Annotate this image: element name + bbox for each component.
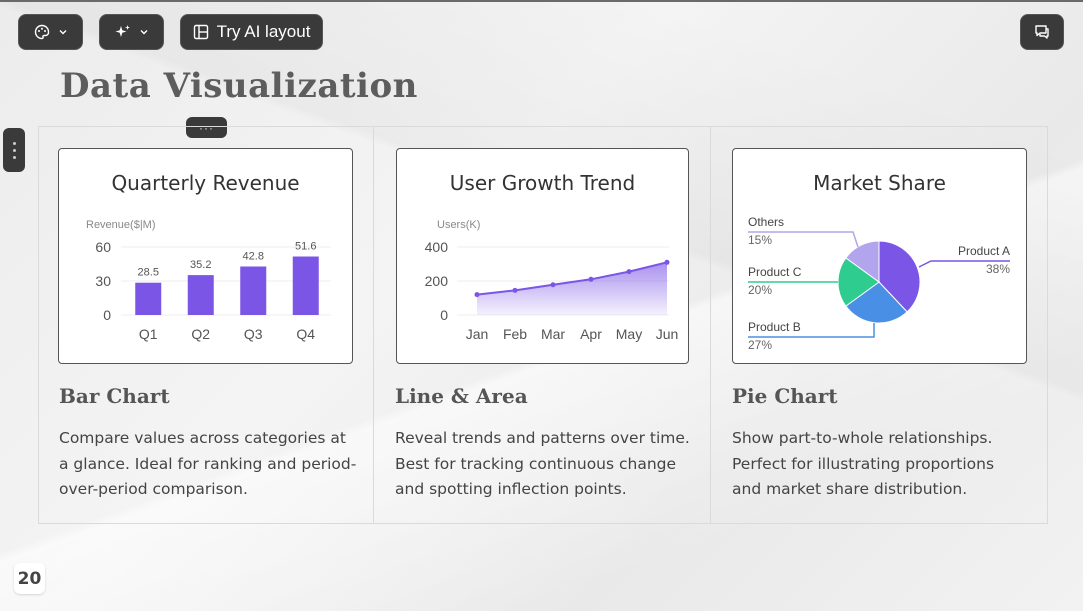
x-tick-label: Apr xyxy=(580,326,602,342)
page-number: 20 xyxy=(14,563,45,594)
chevron-down-icon xyxy=(140,30,147,35)
bar xyxy=(292,256,319,315)
x-tick-label: Q4 xyxy=(296,326,315,342)
column-divider xyxy=(710,126,711,524)
line-area-chart-card[interactable]: User Growth Trend Users(K) 0 200 400 Jan Feb M… xyxy=(396,148,689,364)
series-line xyxy=(476,261,668,296)
y-tick-label: 0 xyxy=(440,307,448,323)
x-tick-label: Feb xyxy=(503,326,527,342)
slice-percent: 15% xyxy=(748,233,772,247)
x-tick-label: May xyxy=(616,326,642,342)
data-point xyxy=(550,282,556,288)
y-tick-label: 60 xyxy=(95,239,111,255)
pie-slice xyxy=(845,240,880,283)
pie-slice xyxy=(845,281,908,324)
y-axis-label: Users(K) xyxy=(437,219,480,231)
chevron-down-icon xyxy=(59,30,66,35)
y-tick-label: 0 xyxy=(103,307,111,323)
comment-icon xyxy=(1035,25,1049,39)
x-tick-label: Mar xyxy=(541,326,565,342)
area-fill xyxy=(477,262,667,315)
column-description[interactable]: Compare values across categories at a gl… xyxy=(59,429,357,498)
slice-percent: 38% xyxy=(986,262,1010,276)
magic-ai-button[interactable] xyxy=(99,14,164,50)
x-tick-label: Q1 xyxy=(139,326,158,342)
data-label: 51.6 xyxy=(295,241,316,253)
bar xyxy=(240,266,267,315)
y-axis-label: Revenue($|M) xyxy=(86,219,156,231)
bar-chart-card[interactable]: Quarterly Revenue Revenue($|M) 0 30 60 28.5 Q… xyxy=(58,148,353,364)
bar-chart: Revenue($|M) 0 30 60 28.5 Q1 35.2 Q2 42.8 Q3 51.6 Q… xyxy=(86,219,331,342)
pie-slice xyxy=(878,240,921,313)
y-tick-label: 30 xyxy=(95,273,111,289)
palette-icon xyxy=(34,24,49,40)
top-edge xyxy=(0,0,1083,2)
slice-percent: 20% xyxy=(748,283,772,297)
theme-palette-button[interactable] xyxy=(18,14,83,50)
data-label: 28.5 xyxy=(138,267,159,279)
data-point xyxy=(664,259,670,265)
column-description[interactable]: Reveal trends and patterns over time. Be… xyxy=(395,429,690,498)
x-tick-label: Jan xyxy=(466,326,489,342)
x-tick-label: Jun xyxy=(656,326,679,342)
data-point xyxy=(626,269,632,275)
card-title: Market Share xyxy=(813,171,946,195)
area-chart: Users(K) 0 200 400 Jan Feb Mar Apr May Jun xyxy=(425,219,679,342)
x-tick-label: Q3 xyxy=(244,326,263,342)
pie-chart-card[interactable]: Market Share Product A 38% Product B 27% Pro… xyxy=(732,148,1027,364)
columns-grid xyxy=(38,126,1048,524)
bar xyxy=(135,282,162,315)
column-description[interactable]: Show part-to-whole relationships. Perfec… xyxy=(732,429,995,498)
bar xyxy=(187,275,214,315)
slide-title[interactable]: Data Visualization xyxy=(60,66,418,106)
slice-label: Product C xyxy=(748,265,802,279)
leader-line xyxy=(748,323,875,338)
data-label: 42.8 xyxy=(243,250,264,262)
sparkle-icon xyxy=(115,25,130,37)
pie-chart: Product A 38% Product B 27% Product C 20% Othe… xyxy=(748,215,1010,352)
block-drag-handle[interactable]: ··· xyxy=(186,117,227,138)
slice-percent: 27% xyxy=(748,338,772,352)
y-tick-label: 400 xyxy=(425,239,449,255)
layout-icon xyxy=(193,24,208,40)
slice-label: Product B xyxy=(748,320,801,334)
x-tick-label: Q2 xyxy=(191,326,210,342)
card-title: Quarterly Revenue xyxy=(111,171,300,195)
leader-line xyxy=(748,231,859,248)
data-point xyxy=(588,276,594,282)
try-ai-layout-label: Try AI layout xyxy=(216,22,311,41)
column-heading[interactable]: Pie Chart xyxy=(732,384,838,408)
comments-button[interactable] xyxy=(1020,14,1064,50)
slice-label: Product A xyxy=(958,244,1010,258)
column-heading[interactable]: Line & Area xyxy=(395,384,528,408)
card-title: User Growth Trend xyxy=(449,171,636,195)
column-divider xyxy=(373,126,374,524)
data-label: 35.2 xyxy=(190,259,211,271)
y-tick-label: 200 xyxy=(425,273,449,289)
leader-line xyxy=(918,260,1010,268)
column-heading[interactable]: Bar Chart xyxy=(59,384,170,408)
data-point xyxy=(474,292,480,298)
data-point xyxy=(512,287,518,293)
slice-label: Others xyxy=(748,215,784,229)
side-drag-handle[interactable] xyxy=(3,128,25,172)
try-ai-layout-button[interactable]: Try AI layout xyxy=(180,14,323,50)
